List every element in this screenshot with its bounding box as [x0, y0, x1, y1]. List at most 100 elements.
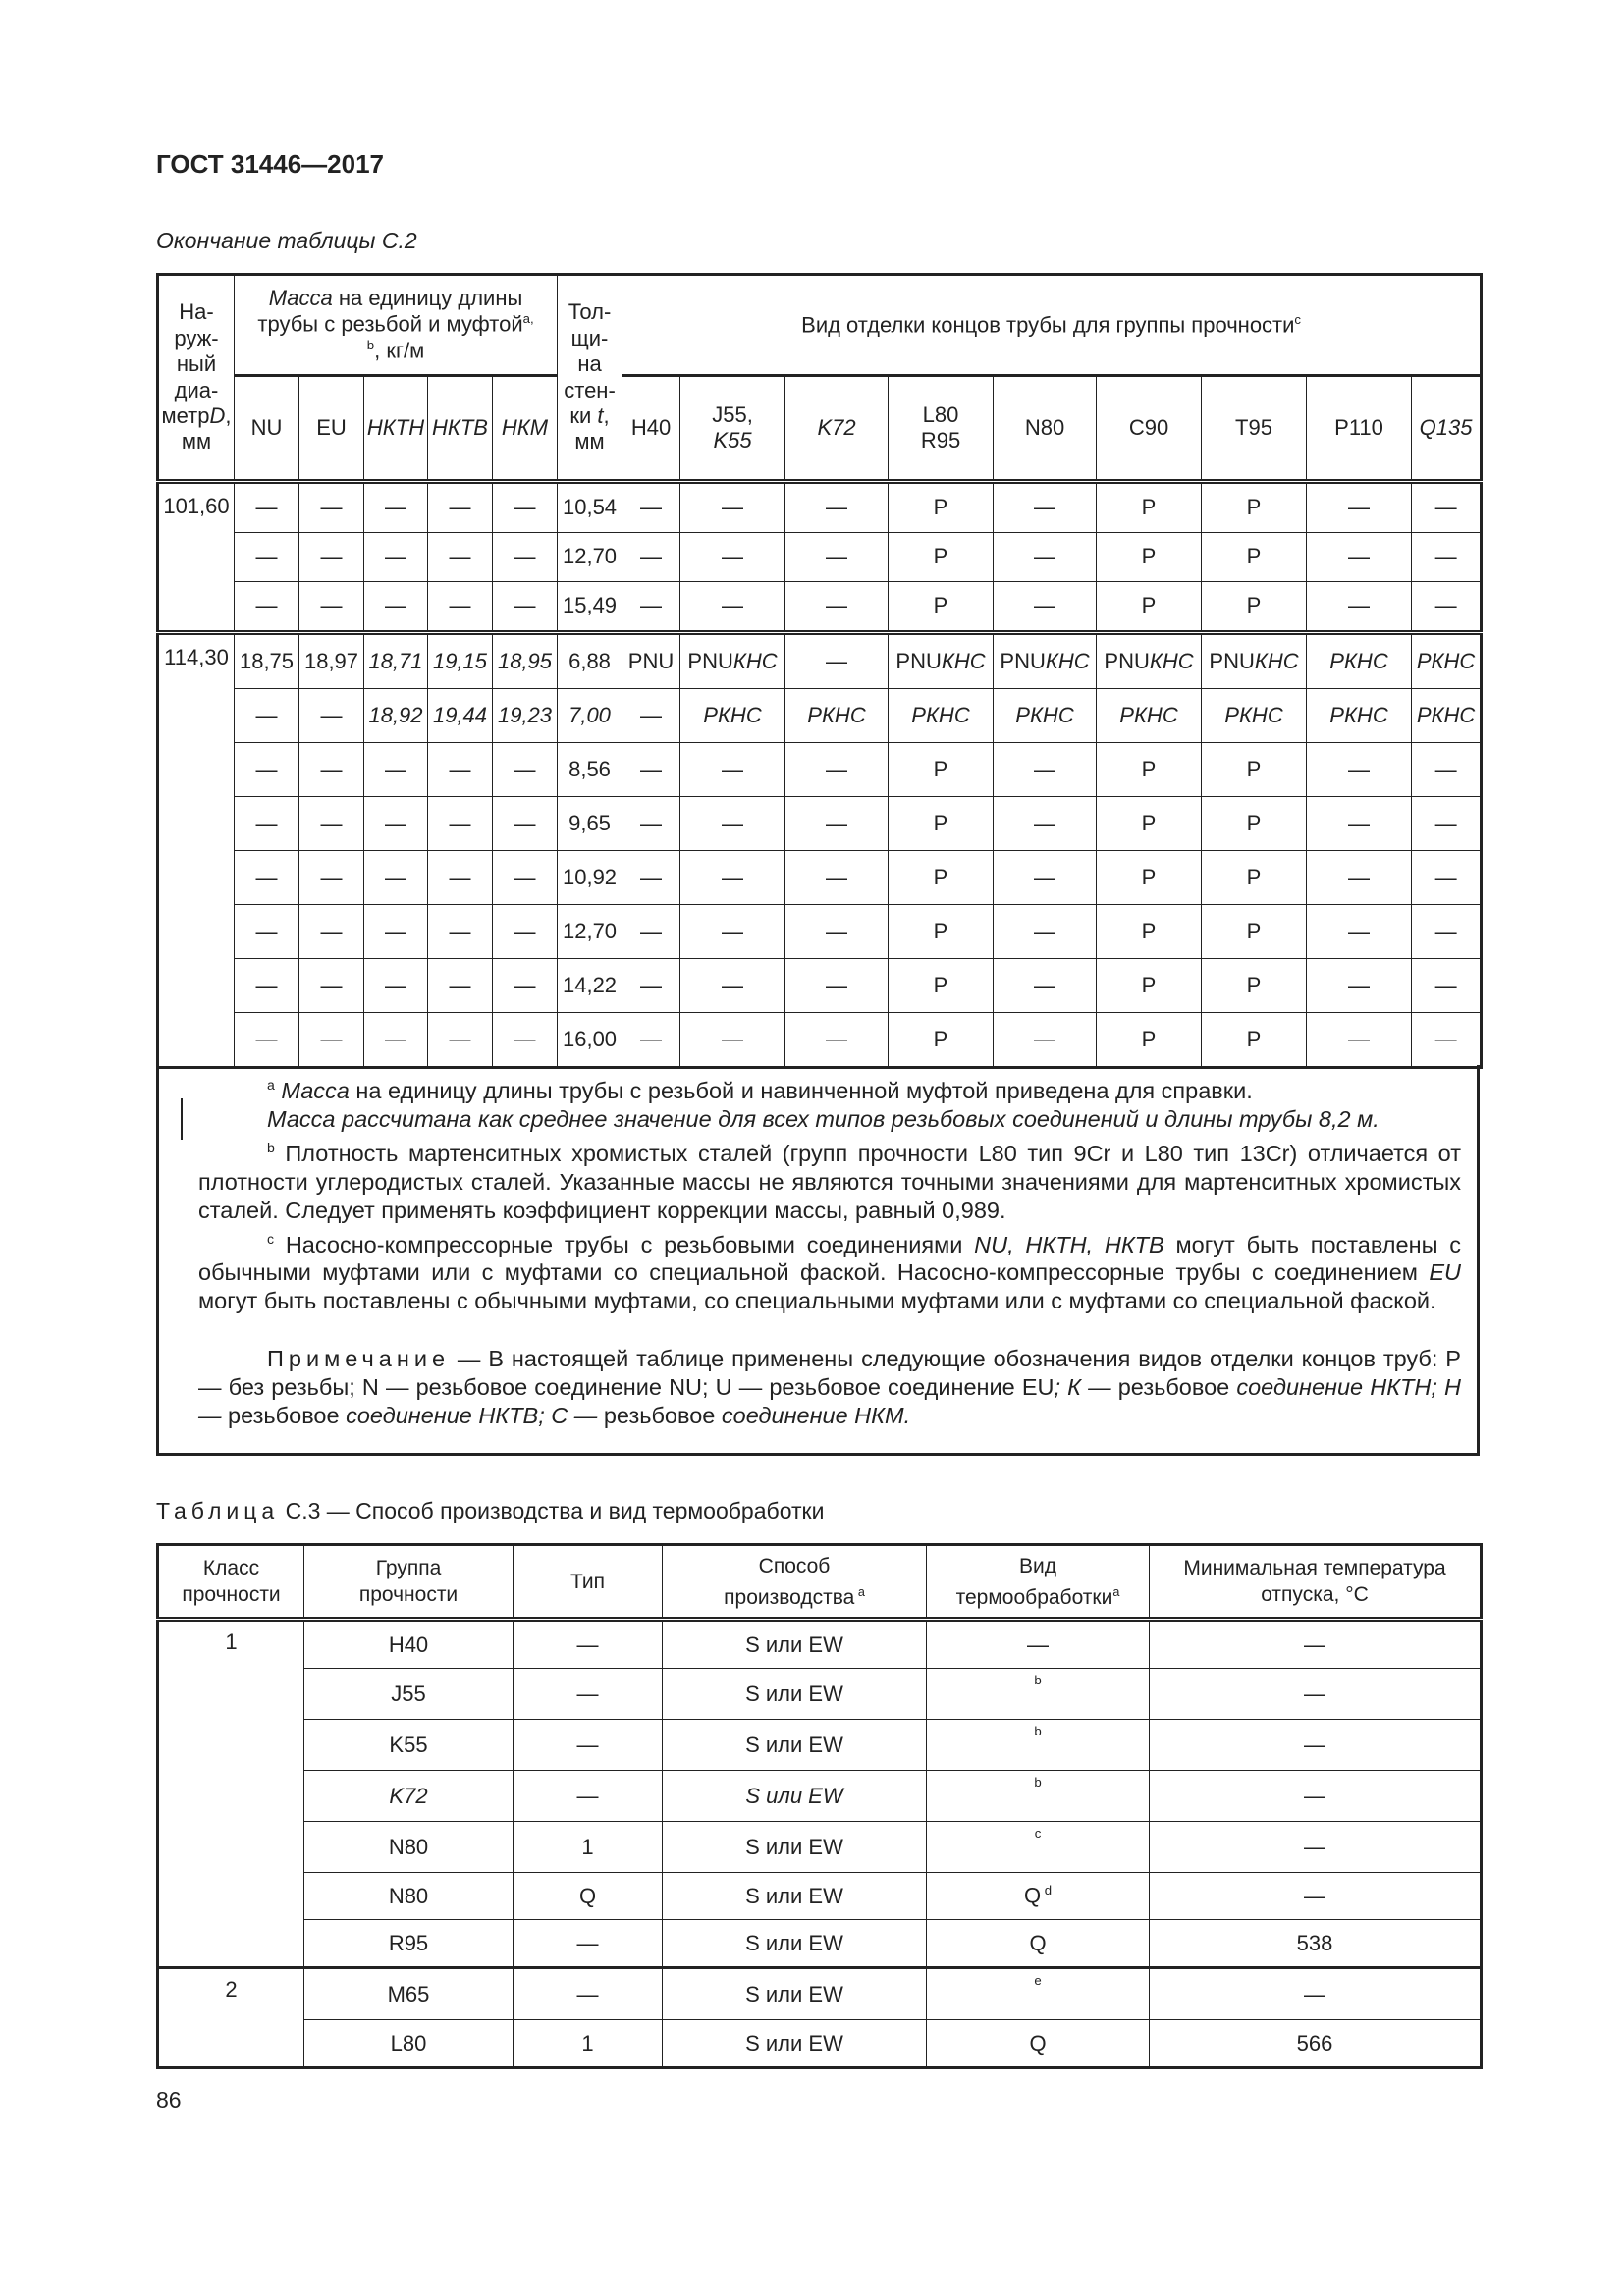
table-cell: — — [427, 481, 493, 533]
table-cell: 18,71 — [363, 632, 428, 689]
table-c3-caption: Таблица С.3 — Способ производства и вид … — [156, 1498, 825, 1523]
header-grade-col: L80 R95 — [888, 374, 995, 482]
table-cell: PNUКНС — [1096, 632, 1203, 689]
table-cell: — — [491, 742, 559, 797]
table-cell: P — [888, 850, 995, 905]
table-cell: — — [1306, 481, 1413, 533]
table-cell: — — [513, 1719, 663, 1771]
table-cell: 538 — [1149, 1919, 1482, 1968]
table-cell: — — [993, 742, 1098, 797]
table-cell: P — [888, 796, 995, 851]
table-cell: — — [622, 581, 681, 633]
table-cell: 7,00 — [557, 688, 623, 743]
table-cell: P — [1201, 850, 1308, 905]
table-cell: — — [427, 742, 493, 797]
table-cell: — — [298, 796, 364, 851]
table-cell: — — [363, 581, 428, 633]
table-cell: — — [622, 796, 681, 851]
table-cell: Q — [926, 2019, 1150, 2068]
table-cell: 18,97 — [298, 632, 364, 689]
table-cell: 10,92 — [557, 850, 623, 905]
table-cell: — — [298, 688, 364, 743]
table-cell: K55 — [303, 1719, 514, 1771]
header-grade-col: P110 — [1306, 374, 1413, 482]
table-cell: — — [784, 581, 890, 633]
header-mass: Масса на единицу длины трубы с резьбой и… — [233, 274, 559, 376]
table-row: — — — — —8,56— — — P — P P — — — [158, 742, 1483, 797]
table-cell: P — [1096, 742, 1203, 797]
strength-class-group: 2 M65— S или EW e — L80 1 S или EW Q 566 — [157, 1967, 1482, 2068]
footnote: b Плотность мартенситных хромистых стале… — [198, 1139, 1461, 1223]
footnote: Масса рассчитана как среднее значение дл… — [267, 1105, 1380, 1132]
header-thickness: Тол-щи-на стен-ки t, мм — [557, 274, 623, 482]
table-cell: — — [622, 1012, 681, 1068]
table-cell: 10,54 — [557, 481, 623, 533]
table-cell: — — [298, 904, 364, 959]
table-cell: P — [888, 532, 995, 582]
table-cell: — — [298, 1012, 364, 1068]
table-header-row: Класс прочности Группа прочности Тип Способ пр… — [157, 1544, 1482, 1620]
diameter-group: 114,30 18,75 18,97 18,71 19,15 18,95 6,88 PNU PN… — [157, 632, 1483, 1068]
table-cell: — — [679, 481, 786, 533]
table-cell: P — [888, 581, 995, 633]
table-cell: — — [298, 850, 364, 905]
strength-class-group: 1 H40— S или EW — — J55— S или EW b — K55— S или E… — [157, 1619, 1482, 1968]
table-cell: — — [1149, 1619, 1482, 1669]
table-cell: 6,88 — [557, 632, 623, 689]
page-number: 86 — [156, 2087, 182, 2112]
table-cell: — — [363, 742, 428, 797]
table-cell: — — [679, 850, 786, 905]
table-cell: 12,70 — [557, 904, 623, 959]
header-grade-col: J55, K55 — [679, 374, 786, 482]
table-cell: — — [513, 1619, 663, 1669]
header-grade-col: H40 — [622, 374, 681, 482]
table-cell: — — [363, 958, 428, 1013]
table-row: J55— S или EW b — — [158, 1668, 1482, 1720]
table-cell: — — [234, 581, 299, 633]
table-cell: — — [1306, 904, 1413, 959]
header-cell: Вид термообработкиa — [926, 1544, 1150, 1620]
table-cell: PNUКНС — [679, 632, 786, 689]
footnote: c Насосно-компрессорные трубы с резьбовы… — [198, 1230, 1461, 1314]
table-cell: 16,00 — [557, 1012, 623, 1068]
table-cell: P — [1201, 796, 1308, 851]
table-cell: — — [784, 904, 890, 959]
table-cell: P — [1201, 532, 1308, 582]
table-cell: — — [513, 1967, 663, 2020]
table-cell: — — [513, 1770, 663, 1822]
table-cell: — — [234, 796, 299, 851]
table-cell: — — [427, 904, 493, 959]
header-cell: Тип — [513, 1544, 663, 1620]
table-cell: PNU — [622, 632, 681, 689]
table-cell: — — [1149, 1719, 1482, 1771]
header-grade-col: Q135 — [1411, 374, 1483, 482]
table-cell: — — [1149, 1967, 1482, 2020]
table-cell: S или EW — [662, 1872, 927, 1920]
table-cell: — — [427, 581, 493, 633]
table-row: — — — — —9,65— — — P — P P — — — [158, 796, 1483, 851]
table-cell: Q — [513, 1872, 663, 1920]
table-cell: 18,92 — [363, 688, 428, 743]
table-cell: — — [427, 850, 493, 905]
table-cell: — — [993, 796, 1098, 851]
header-row: На-руж-ный диа-метрD, мм Масса на единицу д… — [157, 274, 1483, 482]
table-cell: N80 — [303, 1821, 514, 1873]
table-cell: K72 — [303, 1770, 514, 1822]
header-mass-col: НКТВ — [427, 374, 493, 482]
table-cell: — — [363, 481, 428, 533]
table-cell: — — [363, 532, 428, 582]
table-cell: — — [491, 850, 559, 905]
table-cell: — — [1411, 532, 1483, 582]
table-row: L80 1 S или EW Q 566 — [158, 2019, 1482, 2068]
table-cell: — — [491, 958, 559, 1013]
table-cell: — — [1411, 1012, 1483, 1068]
table-row: 101,60— — — — —10,54— — — P — P P — — — [157, 481, 1483, 633]
table-cell: — — [513, 1919, 663, 1968]
table-cell: — — [622, 532, 681, 582]
table-cell: — — [234, 1012, 299, 1068]
table-cell: Q — [926, 1919, 1150, 1968]
table-cell: — — [1306, 742, 1413, 797]
table-cell: — — [234, 742, 299, 797]
table-cell: S или EW — [662, 1770, 927, 1822]
header-grade-col: C90 — [1096, 374, 1203, 482]
